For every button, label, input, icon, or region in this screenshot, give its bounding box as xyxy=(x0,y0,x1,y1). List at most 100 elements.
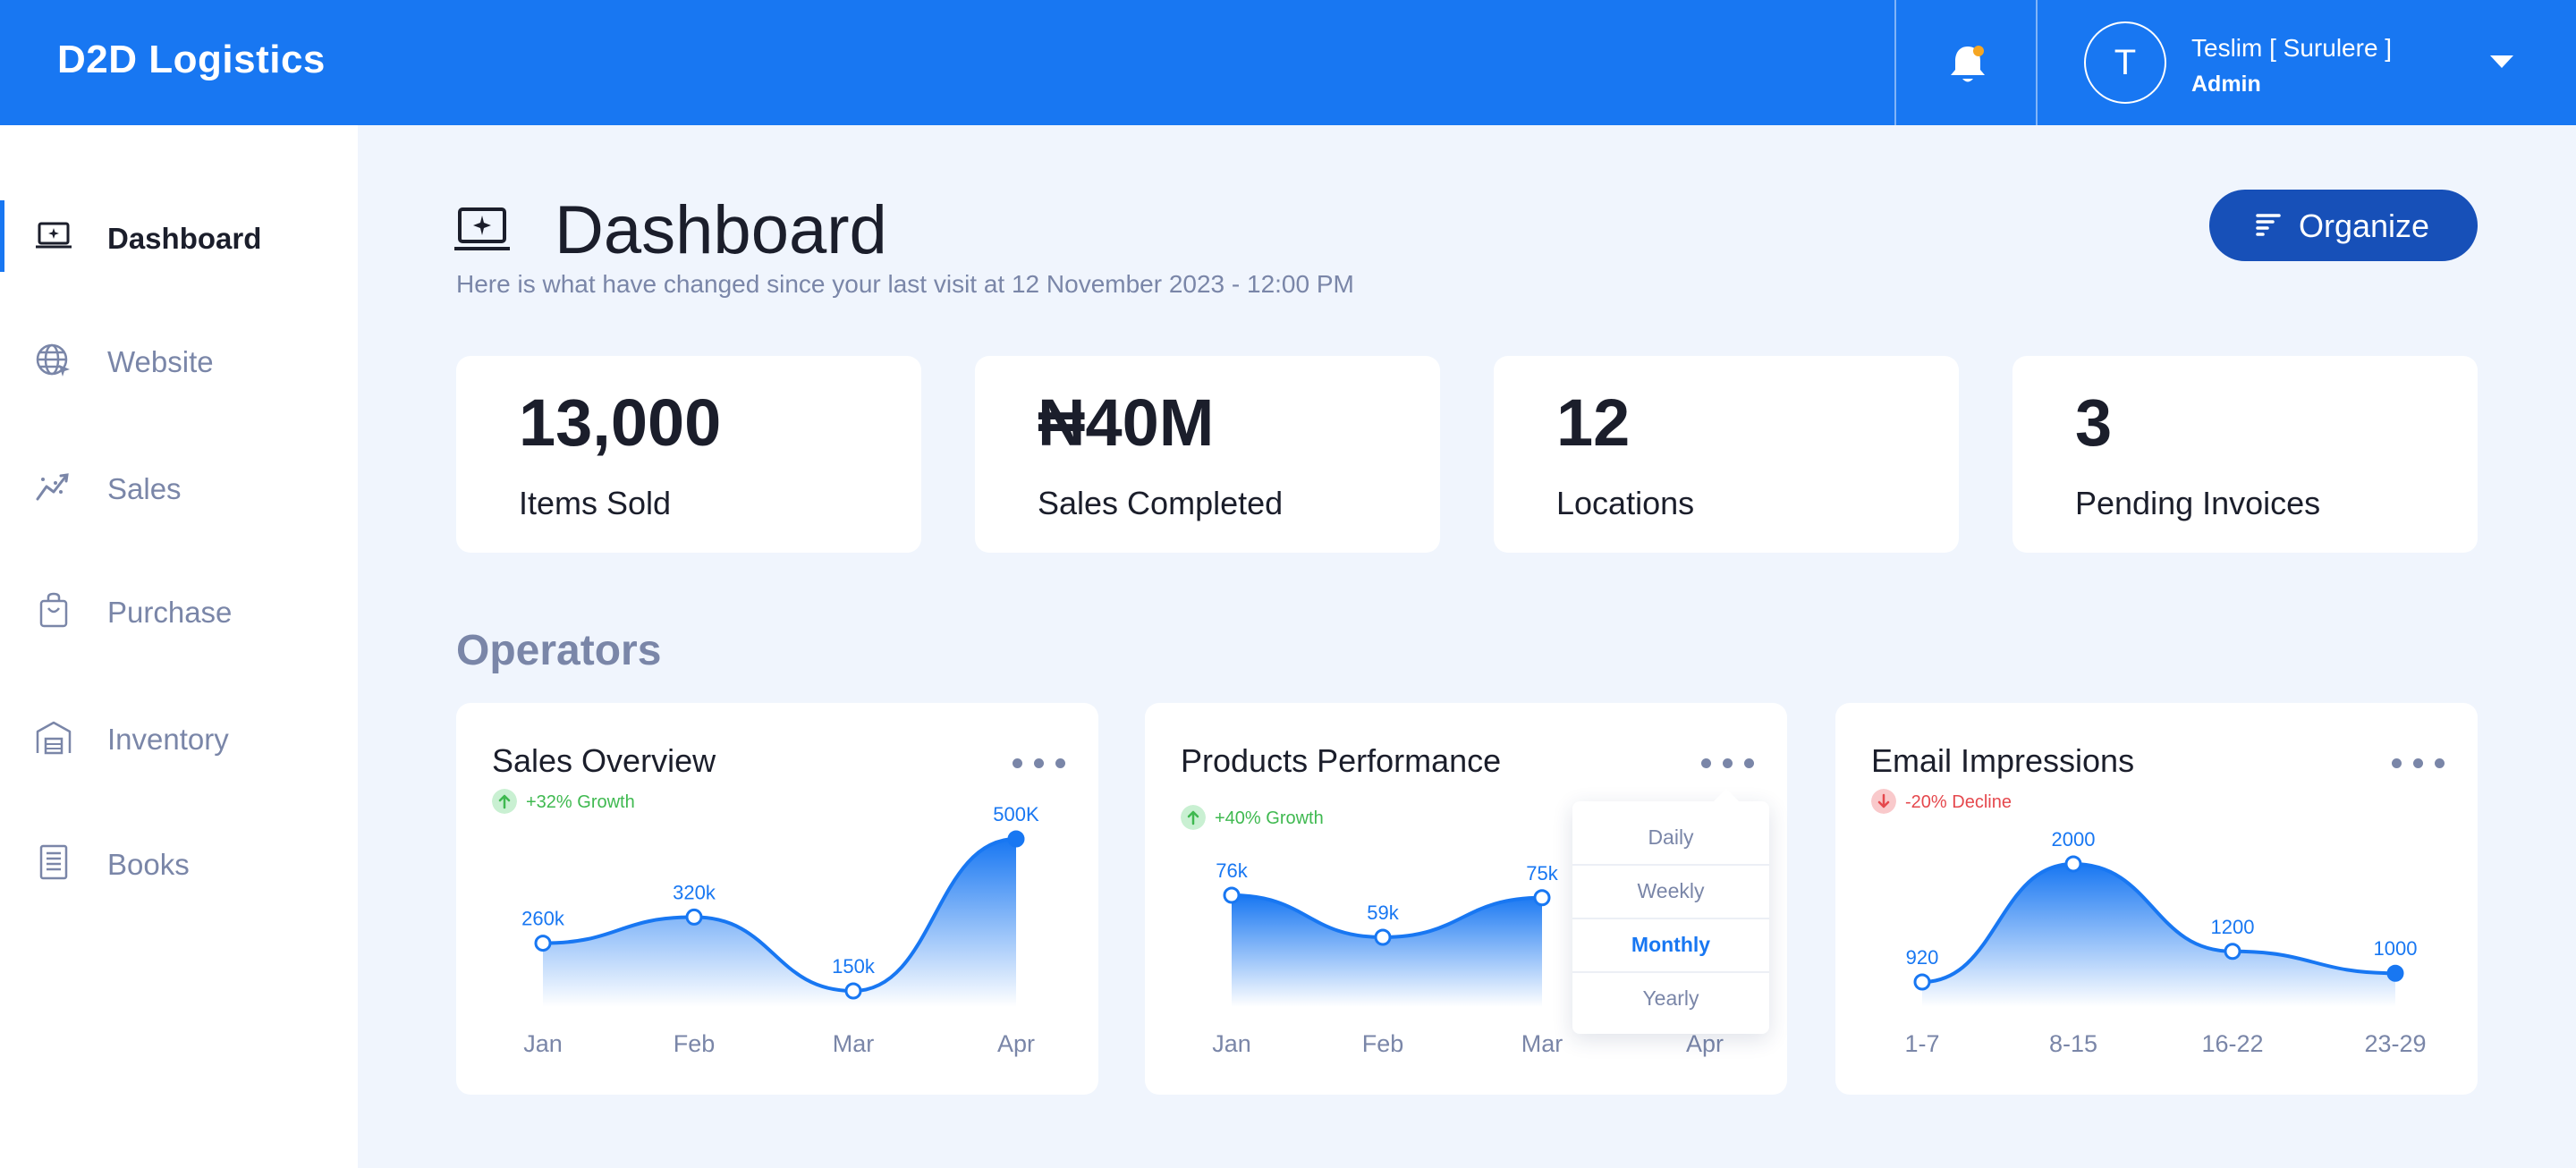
header-divider xyxy=(1894,0,1896,125)
arrow-up-icon xyxy=(492,789,517,814)
data-label: 59k xyxy=(1367,901,1399,924)
x-tick-label: Jan xyxy=(1212,1030,1251,1057)
data-point xyxy=(534,935,552,952)
notification-bell-icon[interactable] xyxy=(1946,41,1989,86)
data-label: 920 xyxy=(1906,946,1939,969)
section-title: Operators xyxy=(456,627,662,674)
badge-text: +40% Growth xyxy=(1215,808,1324,828)
data-label: 2000 xyxy=(2052,828,2096,851)
data-label: 75k xyxy=(1526,862,1558,884)
user-avatar[interactable]: T xyxy=(2084,21,2166,104)
sidebar-item-label: Inventory xyxy=(107,723,229,756)
data-label: 1200 xyxy=(2211,916,2255,938)
stat-card-locations[interactable]: 12 Locations xyxy=(1494,356,1959,553)
more-options-icon[interactable] xyxy=(1701,753,1755,771)
globe-cursor-icon xyxy=(36,343,70,377)
data-point xyxy=(2224,943,2241,961)
stat-value: 13,000 xyxy=(519,385,722,460)
data-point xyxy=(2064,855,2082,873)
arrow-up-icon xyxy=(1181,805,1206,830)
data-label: 1000 xyxy=(2374,937,2418,960)
data-point xyxy=(1533,889,1551,907)
chart-card-email-impressions: 920 2000 1200 1000 1-7 8-15 16-22 23-29 Email I… xyxy=(1835,703,2478,1095)
page-title: Dashboard xyxy=(555,192,887,268)
sidebar-item-purchase[interactable]: Purchase xyxy=(0,574,358,646)
header-divider xyxy=(2036,0,2038,125)
shopping-bag-icon xyxy=(39,592,68,628)
x-tick-label: Jan xyxy=(523,1030,563,1057)
sidebar-item-inventory[interactable]: Inventory xyxy=(0,701,358,773)
x-tick-label: 16-22 xyxy=(2201,1030,2263,1057)
chart-card-sales-overview: 260k 320k 150k 500K Jan Feb Mar Apr Sales Overv… xyxy=(456,703,1098,1095)
top-header: D2D Logistics T Teslim [ Surulere ] Admi… xyxy=(0,0,2576,125)
stat-label: Pending Invoices xyxy=(2075,485,2321,521)
dropdown-option-yearly[interactable]: Yearly xyxy=(1642,986,1699,1010)
stat-card-pending-invoices[interactable]: 3 Pending Invoices xyxy=(2012,356,2478,553)
arrow-down-icon xyxy=(1871,789,1896,814)
laptop-sparkle-icon xyxy=(454,207,510,250)
products-performance-chart: 76k 59k 75k Jan Feb Mar Apr xyxy=(1212,859,1724,1057)
divider xyxy=(1572,864,1769,866)
data-label: 150k xyxy=(832,955,876,978)
sidebar-item-dashboard[interactable]: Dashboard xyxy=(0,200,358,272)
more-options-icon[interactable] xyxy=(1013,753,1066,771)
data-point xyxy=(2386,964,2404,982)
ledger-book-icon xyxy=(39,844,68,880)
sales-overview-chart: 260k 320k 150k 500K Jan Feb Mar Apr xyxy=(521,803,1039,1057)
page-subtitle: Here is what have changed since your las… xyxy=(456,270,1354,298)
series-area xyxy=(1232,895,1542,1007)
dropdown-option-monthly[interactable]: Monthly xyxy=(1631,933,1711,956)
stat-label: Sales Completed xyxy=(1038,485,1284,521)
period-dropdown: Daily Weekly Monthly Yearly xyxy=(1572,789,1769,1034)
brand-logo[interactable]: D2D Logistics xyxy=(57,38,326,81)
data-point xyxy=(1374,928,1392,946)
trending-chart-icon xyxy=(36,473,69,501)
divider xyxy=(1572,918,1769,919)
x-tick-label: Mar xyxy=(1521,1030,1563,1057)
data-label: 320k xyxy=(673,881,716,903)
x-tick-label: 8-15 xyxy=(2049,1030,2097,1057)
data-point xyxy=(1007,830,1025,848)
x-tick-label: Mar xyxy=(833,1030,875,1057)
sidebar-item-books[interactable]: Books xyxy=(0,826,358,898)
x-tick-label: Apr xyxy=(997,1030,1035,1057)
x-tick-label: Apr xyxy=(1686,1030,1724,1057)
stat-label: Locations xyxy=(1556,485,1695,521)
user-name: Teslim [ Surulere ] xyxy=(2191,34,2393,62)
chevron-down-icon[interactable] xyxy=(2490,55,2513,68)
x-tick-label: Feb xyxy=(1362,1030,1404,1057)
stat-value: 3 xyxy=(2075,385,2113,460)
stat-label: Items Sold xyxy=(519,485,672,521)
dropdown-option-daily[interactable]: Daily xyxy=(1648,825,1694,849)
organize-label: Organize xyxy=(2299,207,2430,244)
data-point xyxy=(844,982,862,1000)
stat-card-items-sold[interactable]: 13,000 Items Sold xyxy=(456,356,921,553)
series-line xyxy=(542,837,1017,994)
sidebar-item-label: Books xyxy=(107,848,190,881)
chart-title: Email Impressions xyxy=(1871,742,2135,779)
email-impressions-chart: 920 2000 1200 1000 1-7 8-15 16-22 23-29 xyxy=(1904,828,2426,1057)
badge-text: +32% Growth xyxy=(526,792,635,812)
x-tick-label: Feb xyxy=(674,1030,716,1057)
sidebar-item-label: Dashboard xyxy=(107,222,262,255)
series-area xyxy=(543,839,1016,1007)
dropdown-option-weekly[interactable]: Weekly xyxy=(1637,879,1705,902)
laptop-sparkle-icon xyxy=(36,222,72,249)
sidebar-item-website[interactable]: Website xyxy=(0,324,358,395)
chart-title: Products Performance xyxy=(1181,742,1502,779)
more-options-icon[interactable] xyxy=(2392,753,2445,771)
sidebar-item-label: Sales xyxy=(107,472,182,505)
stat-card-sales-completed[interactable]: ₦40M Sales Completed xyxy=(975,356,1440,553)
organize-button[interactable]: Organize xyxy=(2209,190,2478,261)
data-label: 260k xyxy=(521,908,565,930)
data-point xyxy=(685,908,703,926)
user-role: Admin xyxy=(2191,72,2261,97)
divider xyxy=(1572,971,1769,973)
sidebar-item-label: Website xyxy=(107,345,214,378)
stat-value: ₦40M xyxy=(1038,385,1215,460)
sidebar-item-sales[interactable]: Sales xyxy=(0,451,358,522)
series-line xyxy=(1921,861,2396,984)
badge-text: -20% Decline xyxy=(1905,792,2012,812)
x-tick-label: 23-29 xyxy=(2364,1030,2426,1057)
data-label: 76k xyxy=(1216,859,1248,882)
